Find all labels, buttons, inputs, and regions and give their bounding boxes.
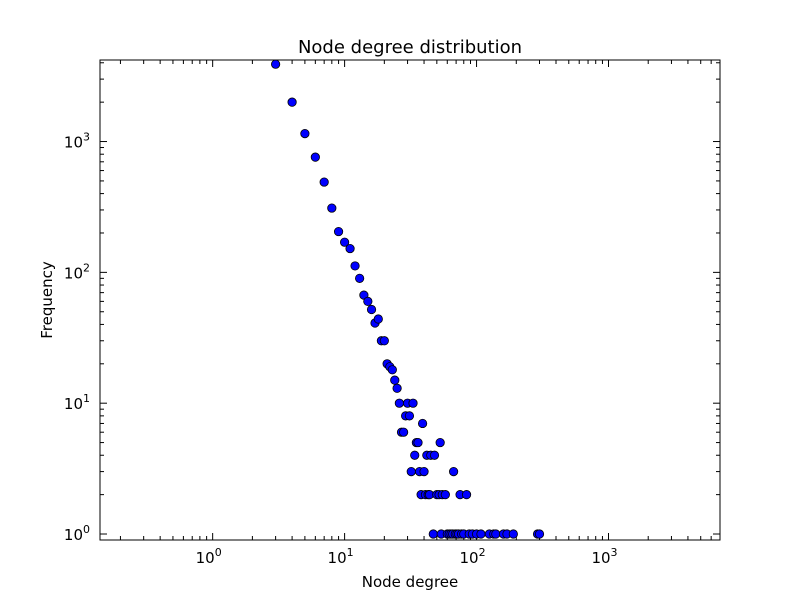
data-point (340, 237, 350, 247)
data-point (491, 529, 501, 539)
data-point (399, 427, 409, 437)
data-point (404, 411, 415, 421)
data-point (355, 273, 365, 283)
data-point (350, 261, 360, 271)
data-point (448, 466, 459, 477)
data-point (461, 490, 472, 500)
data-point (406, 466, 416, 477)
data-point (428, 529, 438, 539)
tick-layer: 100 101 102 103 100 101 102 103 (64, 60, 720, 567)
data-point (345, 243, 355, 254)
y-tick-label: 102 (64, 261, 90, 282)
data-point (435, 437, 445, 448)
plot-frame (99, 59, 721, 541)
data-point (413, 437, 423, 448)
data-points (271, 59, 545, 539)
data-point (429, 450, 440, 460)
data-point (366, 304, 377, 315)
data-point (508, 529, 518, 539)
x-tick-label: 102 (460, 546, 486, 567)
data-point (327, 203, 337, 213)
data-point (333, 226, 344, 237)
data-point (300, 129, 310, 139)
x-axis-label: Node degree (362, 573, 458, 591)
data-point (271, 59, 281, 69)
x-tick-label: 103 (591, 546, 617, 567)
x-tick-label: 100 (196, 546, 222, 567)
data-point (534, 529, 545, 539)
data-point (363, 296, 373, 306)
data-point (379, 336, 389, 346)
data-point (373, 314, 383, 324)
x-tick-label: 101 (328, 546, 354, 567)
data-point (392, 383, 402, 393)
chart-title: Node degree distribution (298, 37, 522, 58)
data-point (310, 152, 320, 162)
y-tick-label: 103 (64, 131, 90, 152)
data-point (394, 398, 404, 408)
data-point (410, 450, 420, 460)
data-point (287, 97, 297, 107)
y-tick-label: 100 (64, 523, 90, 544)
data-point (390, 375, 400, 385)
data-point (417, 418, 428, 429)
data-point (387, 365, 397, 375)
data-point (319, 177, 329, 187)
data-point (476, 529, 486, 539)
data-point (408, 398, 418, 408)
y-axis-label: Frequency (38, 261, 56, 339)
y-tick-label: 101 (64, 392, 90, 413)
data-point (419, 466, 429, 477)
data-point (440, 490, 450, 500)
